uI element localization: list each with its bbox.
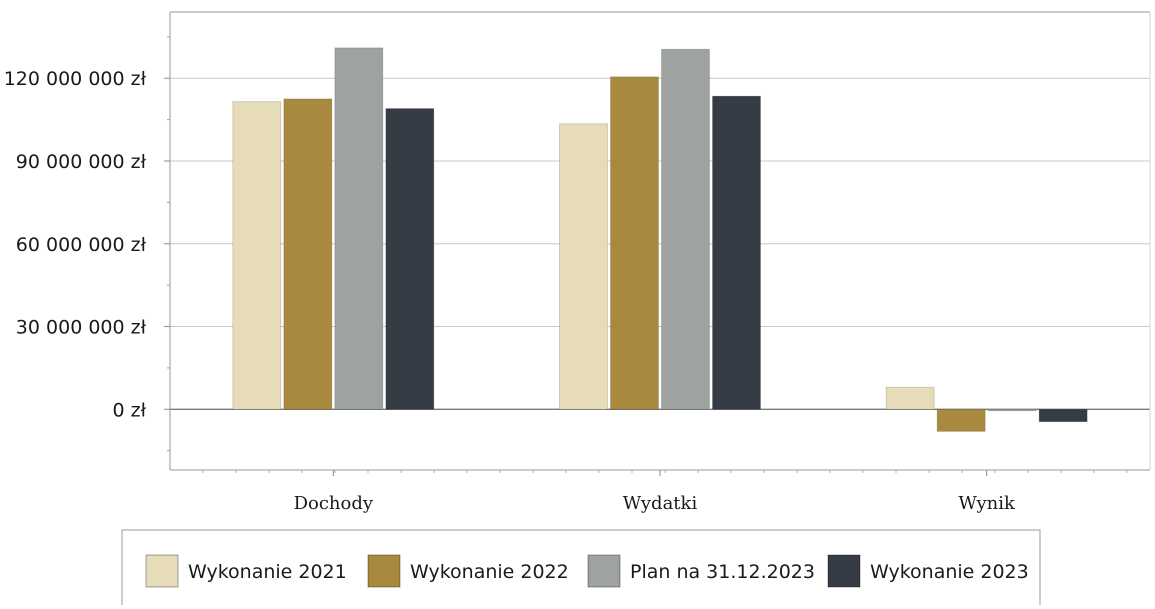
legend-swatch-4 xyxy=(827,554,861,588)
legend-label-4: Wykonanie 2023 xyxy=(870,561,1029,583)
y-tick-label: 120 000 000 zł xyxy=(4,68,147,90)
y-tick-label: 60 000 000 zł xyxy=(16,234,147,256)
bar-wydatki-series-2 xyxy=(610,76,659,410)
legend-swatch-3 xyxy=(587,554,621,588)
bar-dochody-series-3 xyxy=(334,47,384,410)
y-axis-ticks: 0 zł 30 000 000 zł 60 000 000 zł 90 000 000… xyxy=(4,36,170,452)
legend-label-3: Plan na 31.12.2023 xyxy=(630,561,815,583)
bar-wynik-series-1 xyxy=(885,386,935,410)
y-tick-label: 30 000 000 zł xyxy=(16,317,147,339)
bar-wynik-series-2 xyxy=(936,408,986,432)
y-tick-label: 90 000 000 zł xyxy=(16,151,147,173)
bar-dochody-series-4 xyxy=(385,108,435,410)
bar-wynik-series-3 xyxy=(987,408,1037,412)
x-tick-label: Wydatki xyxy=(623,493,698,514)
y-tick-label: 0 zł xyxy=(112,399,146,421)
legend-box xyxy=(121,529,1041,609)
legend-label-1: Wykonanie 2021 xyxy=(188,561,347,583)
legend-label-2: Wykonanie 2022 xyxy=(410,561,569,583)
bar-dochody-series-2 xyxy=(283,98,333,410)
bar-wydatki-series-3 xyxy=(661,48,710,410)
legend-swatch-1 xyxy=(145,554,179,588)
gridlines xyxy=(170,77,1150,411)
x-tick-label: Wynik xyxy=(958,493,1016,514)
legend-swatch-2 xyxy=(367,554,401,588)
bar-wynik-series-4 xyxy=(1038,408,1088,423)
x-axis-ticks: Dochody Wydatki Wynik xyxy=(202,470,1128,514)
legend: Wykonanie 2021 Wykonanie 2022 Plan na 31.1… xyxy=(121,529,1041,609)
bar-dochody-series-1 xyxy=(232,101,282,410)
bar-wydatki-series-4 xyxy=(712,95,761,410)
bar-wydatki-series-1 xyxy=(559,123,608,410)
bars xyxy=(232,47,1088,432)
x-tick-label: Dochody xyxy=(294,493,374,514)
